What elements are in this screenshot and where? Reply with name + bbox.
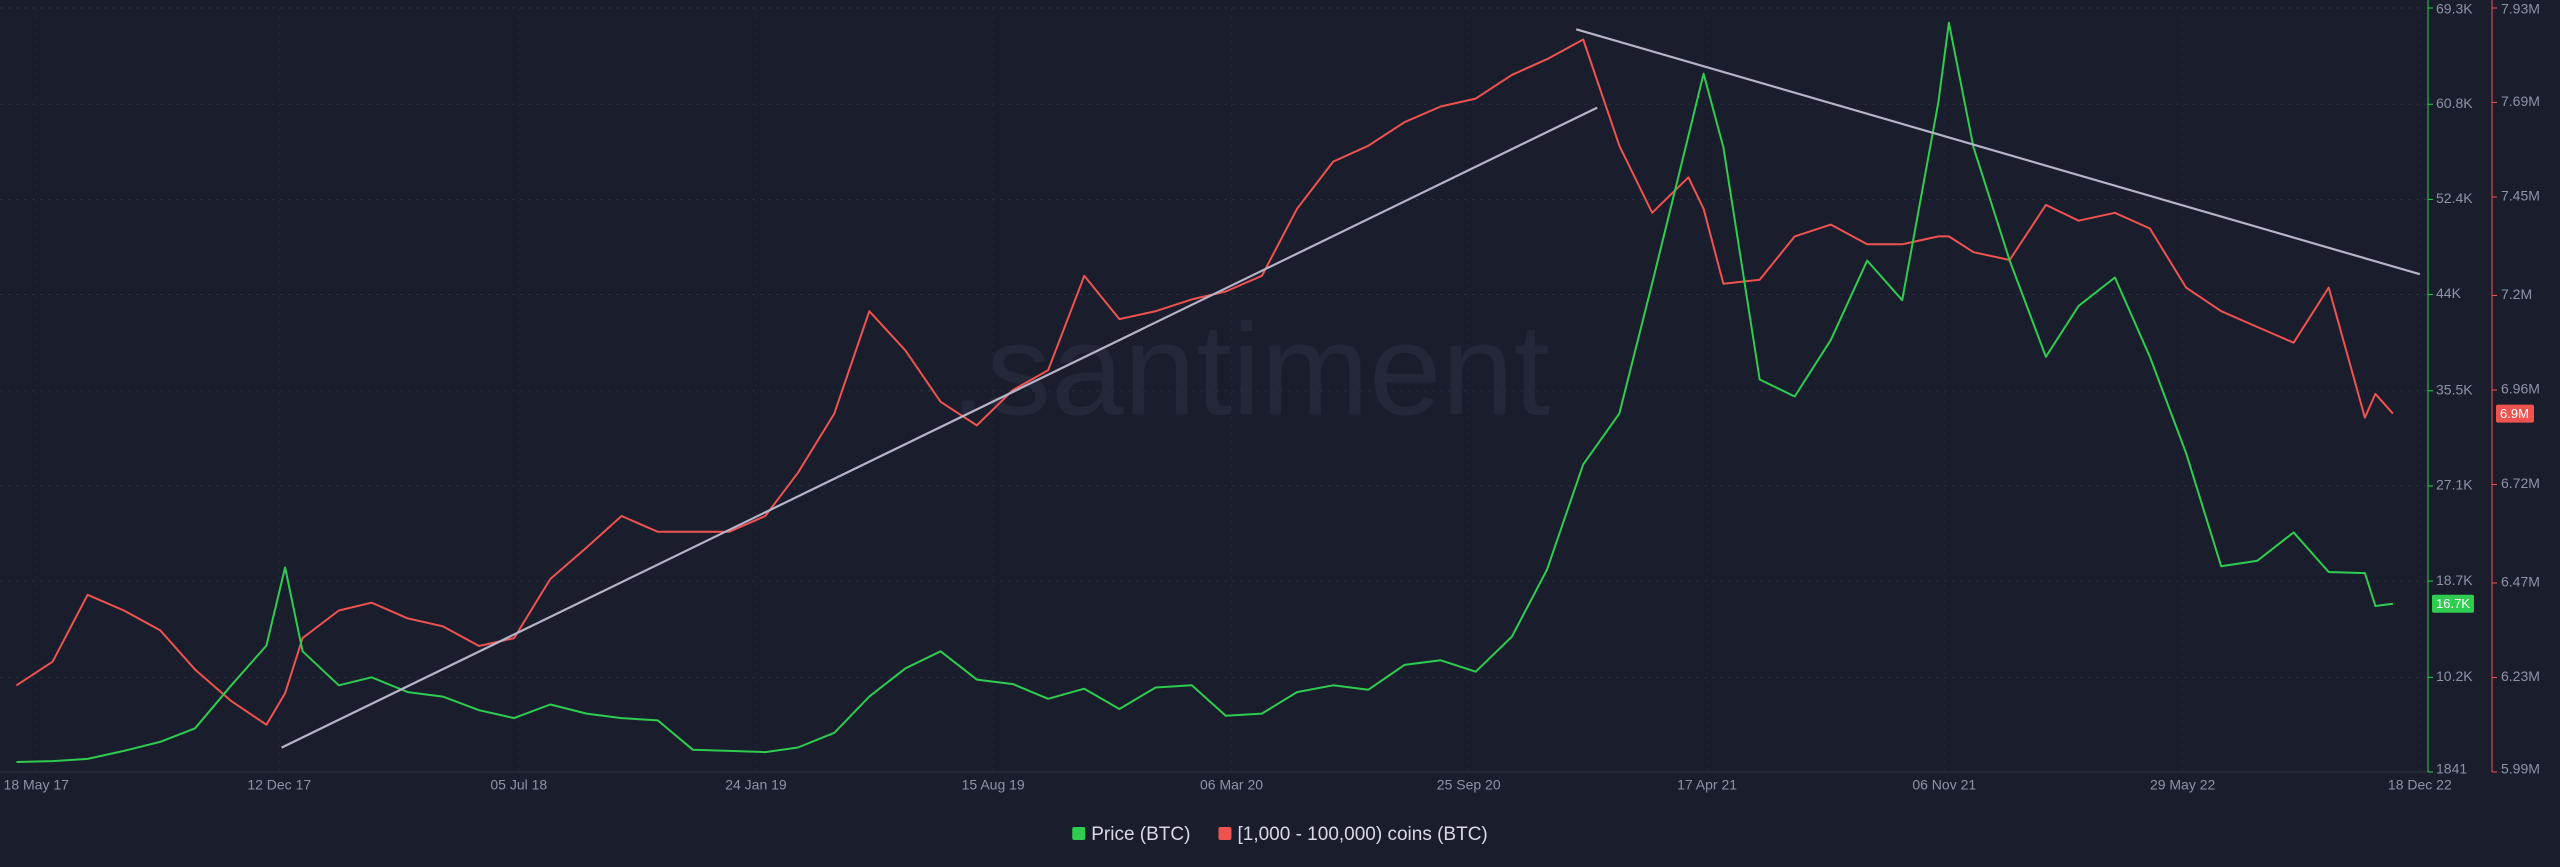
y-tick-label: 1841 <box>2436 761 2467 777</box>
y-tick-label: 44K <box>2436 285 2462 301</box>
plot <box>15 21 2421 763</box>
y-tick-label: 18.7K <box>2436 572 2473 588</box>
x-tick-label: 24 Jan 19 <box>725 777 787 793</box>
legend-item: [1,000 - 100,000) coins (BTC) <box>1218 824 1488 845</box>
y-tick-label: 60.8K <box>2436 95 2473 111</box>
x-tick-label: 06 Mar 20 <box>1200 777 1263 793</box>
x-tick-label: 06 Nov 21 <box>1912 777 1976 793</box>
legend-swatch <box>1072 827 1086 840</box>
y2-tick-label: 7.69M <box>2501 93 2540 109</box>
watermark: .santiment <box>950 296 1550 442</box>
x-tick-label: 29 May 22 <box>2150 777 2216 793</box>
y2-tick-label: 6.72M <box>2501 475 2540 491</box>
current-label: 6.9M <box>2500 406 2529 421</box>
y2-tick-label: 6.96M <box>2501 381 2540 397</box>
x-tick-label: 05 Jul 18 <box>490 777 547 793</box>
x-tick-label: 12 Dec 17 <box>247 777 311 793</box>
legend-label: [1,000 - 100,000) coins (BTC) <box>1237 824 1487 845</box>
legend: Price (BTC) [1,000 - 100,000) coins (BTC) <box>1072 824 1488 845</box>
x-tick-label: 15 Aug 19 <box>962 777 1025 793</box>
y-tick-label: 52.4K <box>2436 190 2473 206</box>
y-tick-label: 35.5K <box>2436 382 2473 398</box>
legend-label: Price (BTC) <box>1091 824 1190 845</box>
y2-tick-label: 7.2M <box>2501 286 2532 302</box>
current-label: 16.7K <box>2436 596 2470 611</box>
y-tick-label: 27.1K <box>2436 477 2473 493</box>
trend-line <box>281 106 1598 749</box>
x-tick-label: 18 Dec 22 <box>2388 777 2452 793</box>
y2-tick-label: 6.47M <box>2501 574 2540 590</box>
y-tick-label: 69.3K <box>2436 1 2473 17</box>
series-line <box>15 38 2394 726</box>
current-badge <box>2496 404 2534 423</box>
x-tick-label: 17 Apr 21 <box>1677 777 1737 793</box>
y-tick-label: 10.2K <box>2436 668 2473 684</box>
axes: 1841 10.2K 18.7K 27.1K 35.5K 44K 52.4K 60.8K 69.… <box>0 0 2540 793</box>
legend-swatch <box>1218 827 1232 840</box>
x-tick-label: 25 Sep 20 <box>1437 777 1501 793</box>
x-tick-label: 18 May 17 <box>4 777 70 793</box>
trend-line <box>1575 28 2421 276</box>
legend-item: Price (BTC) <box>1072 824 1190 845</box>
y2-tick-label: 5.99M <box>2501 761 2540 777</box>
y2-tick-label: 7.45M <box>2501 188 2540 204</box>
y2-tick-label: 7.93M <box>2501 1 2540 17</box>
current-badge <box>2432 594 2474 613</box>
y2-tick-label: 6.23M <box>2501 668 2540 684</box>
